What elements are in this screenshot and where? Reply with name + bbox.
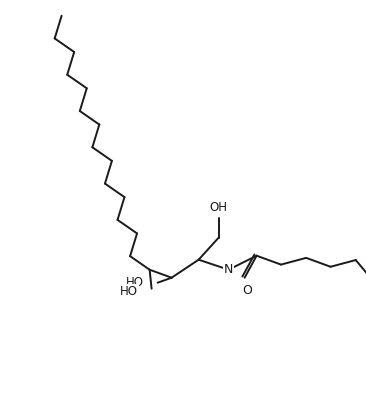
Text: HO: HO: [126, 276, 143, 289]
Text: HO: HO: [120, 285, 138, 298]
Text: OH: OH: [210, 201, 228, 214]
Text: O: O: [243, 284, 253, 297]
Text: N: N: [224, 263, 233, 276]
